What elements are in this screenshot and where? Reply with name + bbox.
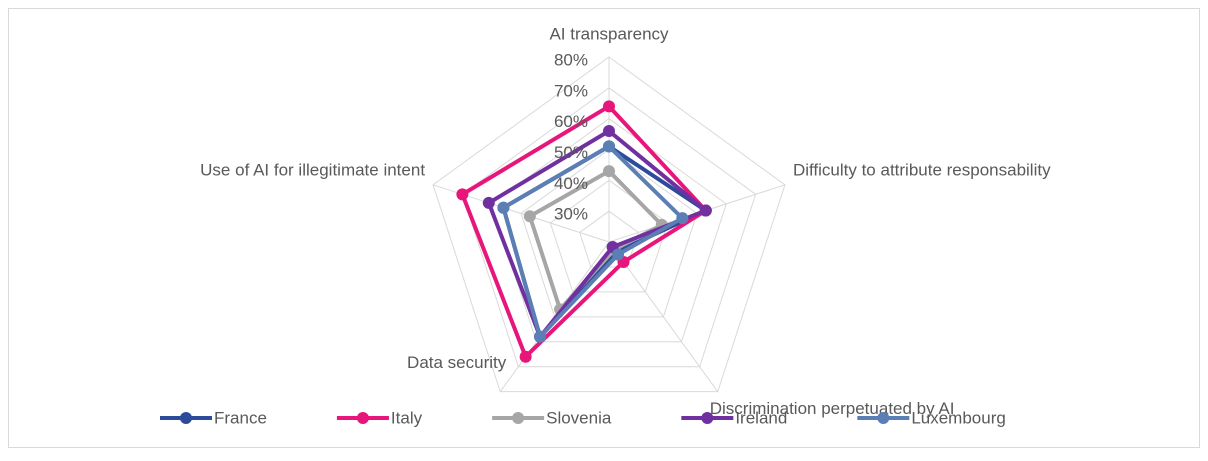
chart-border bbox=[8, 8, 1200, 448]
category-label: Use of AI for illegitimate intent bbox=[200, 160, 425, 179]
category-label: Discrimination perpetuated by AI bbox=[710, 399, 955, 418]
legend-label: France bbox=[214, 408, 267, 427]
legend-item: France bbox=[160, 408, 267, 427]
category-label: AI transparency bbox=[549, 24, 669, 43]
legend-item: Ireland bbox=[681, 408, 787, 427]
series-marker bbox=[519, 350, 532, 363]
y-tick-label: 50% bbox=[554, 143, 588, 162]
legend-item: Slovenia bbox=[492, 408, 612, 427]
series-line bbox=[486, 129, 708, 339]
series-marker bbox=[482, 196, 495, 209]
legend-marker bbox=[180, 412, 192, 424]
y-tick-label: 80% bbox=[554, 50, 588, 69]
legend-label: Slovenia bbox=[546, 408, 612, 427]
series-marker bbox=[603, 140, 615, 153]
y-tick-label: 40% bbox=[554, 174, 588, 193]
y-tick-label: 60% bbox=[554, 112, 588, 131]
legend-marker bbox=[356, 412, 369, 424]
category-label: Data security bbox=[407, 353, 507, 372]
grid-line bbox=[520, 148, 698, 318]
grid-line bbox=[549, 179, 669, 293]
series-marker bbox=[612, 248, 625, 261]
y-tick-label: 70% bbox=[554, 81, 588, 100]
grid-line bbox=[432, 56, 786, 393]
legend-marker bbox=[701, 412, 714, 424]
series-marker bbox=[523, 210, 536, 223]
legend-label: Ireland bbox=[735, 408, 787, 427]
series-marker bbox=[497, 201, 510, 214]
series-marker bbox=[603, 100, 615, 113]
legend-label: Italy bbox=[391, 408, 423, 427]
series-marker bbox=[676, 212, 689, 225]
series-marker bbox=[456, 188, 469, 201]
grid-line bbox=[461, 87, 757, 368]
legend-label: Luxembourg bbox=[911, 408, 1006, 427]
legend-item: Italy bbox=[336, 408, 423, 427]
legend-marker bbox=[512, 412, 525, 424]
legend-marker bbox=[877, 412, 890, 424]
category-label: Difficulty to attribute responsability bbox=[793, 160, 1051, 179]
series-marker bbox=[603, 165, 615, 178]
series-marker bbox=[699, 204, 712, 217]
series-line bbox=[460, 104, 708, 359]
series-marker bbox=[534, 330, 547, 343]
series-line bbox=[501, 144, 685, 339]
axis-line bbox=[608, 241, 719, 392]
y-tick-label: 30% bbox=[554, 205, 588, 224]
legend-item: Luxembourg bbox=[857, 408, 1006, 427]
series-marker bbox=[603, 125, 615, 137]
